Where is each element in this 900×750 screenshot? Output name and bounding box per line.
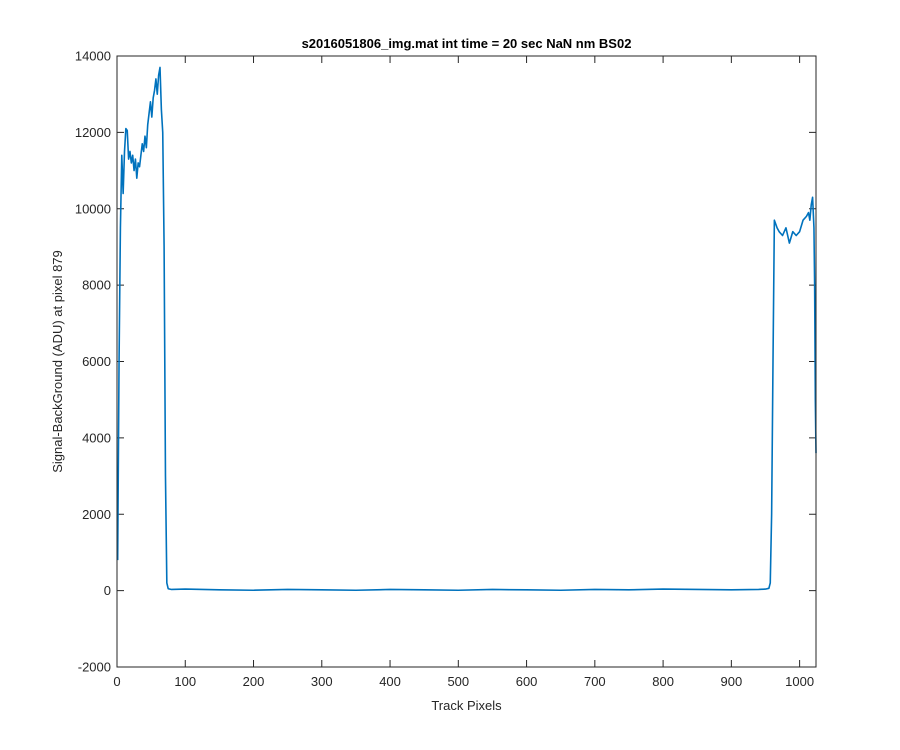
y-tick-label: -2000 xyxy=(78,660,111,675)
x-tick-label: 600 xyxy=(516,674,538,689)
y-tick-label: 10000 xyxy=(75,201,111,216)
x-tick-label: 0 xyxy=(113,674,120,689)
x-tick-label: 700 xyxy=(584,674,606,689)
x-tick-label: 300 xyxy=(311,674,333,689)
y-tick-label: 8000 xyxy=(82,278,111,293)
x-tick-label: 500 xyxy=(447,674,469,689)
ticks-layer: 0 100 200 300 400 500 600 700 800 900 1000-2000020… xyxy=(75,49,816,689)
x-axis-label: Track Pixels xyxy=(431,698,502,713)
x-tick-label: 400 xyxy=(379,674,401,689)
x-tick-label: 100 xyxy=(174,674,196,689)
y-tick-label: 2000 xyxy=(82,507,111,522)
series-layer xyxy=(116,66,817,592)
axes-box xyxy=(116,55,817,668)
plot-area xyxy=(117,56,816,667)
y-axis-label: Signal-BackGround (ADU) at pixel 879 xyxy=(50,250,65,473)
y-tick-label: 12000 xyxy=(75,125,111,140)
x-tick-label: 800 xyxy=(652,674,674,689)
y-tick-label: 4000 xyxy=(82,430,111,445)
x-tick-label: 900 xyxy=(721,674,743,689)
y-tick-label: 14000 xyxy=(75,49,111,64)
series-line xyxy=(116,66,817,592)
chart-title: s2016051806_img.mat int time = 20 sec Na… xyxy=(302,36,632,51)
x-tick-label: 200 xyxy=(243,674,265,689)
y-tick-label: 6000 xyxy=(82,354,111,369)
x-tick-label: 1000 xyxy=(785,674,814,689)
y-tick-label: 0 xyxy=(104,583,111,598)
